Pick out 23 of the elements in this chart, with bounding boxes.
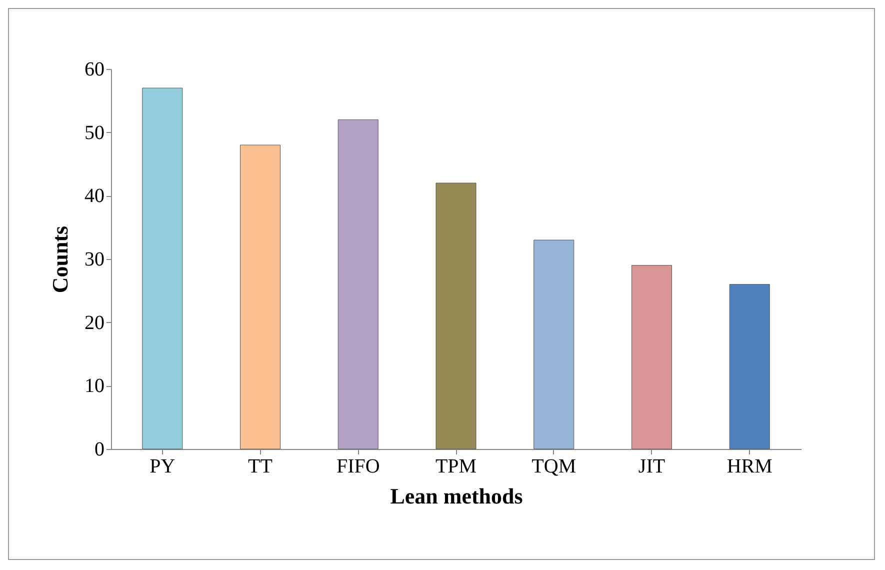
bar bbox=[631, 265, 672, 450]
bar bbox=[142, 88, 183, 450]
y-tick-label: 30 bbox=[84, 248, 104, 270]
y-tick-label: 60 bbox=[84, 58, 104, 80]
x-tick-label: PY bbox=[150, 456, 176, 478]
bar bbox=[240, 144, 281, 450]
y-tick-label: 50 bbox=[84, 122, 104, 144]
x-tick-label: HRM bbox=[726, 456, 773, 478]
x-tick-label: TT bbox=[248, 456, 272, 478]
x-tick-label: JIT bbox=[638, 456, 666, 478]
x-axis-title: Lean methods bbox=[390, 484, 524, 508]
x-tick-label: TPM bbox=[435, 456, 477, 478]
bar bbox=[729, 284, 770, 450]
y-tick-label: 40 bbox=[84, 185, 104, 208]
bar bbox=[338, 119, 378, 450]
y-tick-label: 0 bbox=[94, 438, 104, 460]
y-tick-label: 10 bbox=[84, 375, 104, 398]
bar bbox=[436, 182, 476, 450]
bar bbox=[534, 240, 574, 450]
x-tick-label: TQM bbox=[532, 456, 576, 478]
y-tick-label: 20 bbox=[84, 312, 104, 334]
y-axis-title: Counts bbox=[48, 225, 72, 294]
x-tick-label: FIFO bbox=[336, 456, 380, 478]
